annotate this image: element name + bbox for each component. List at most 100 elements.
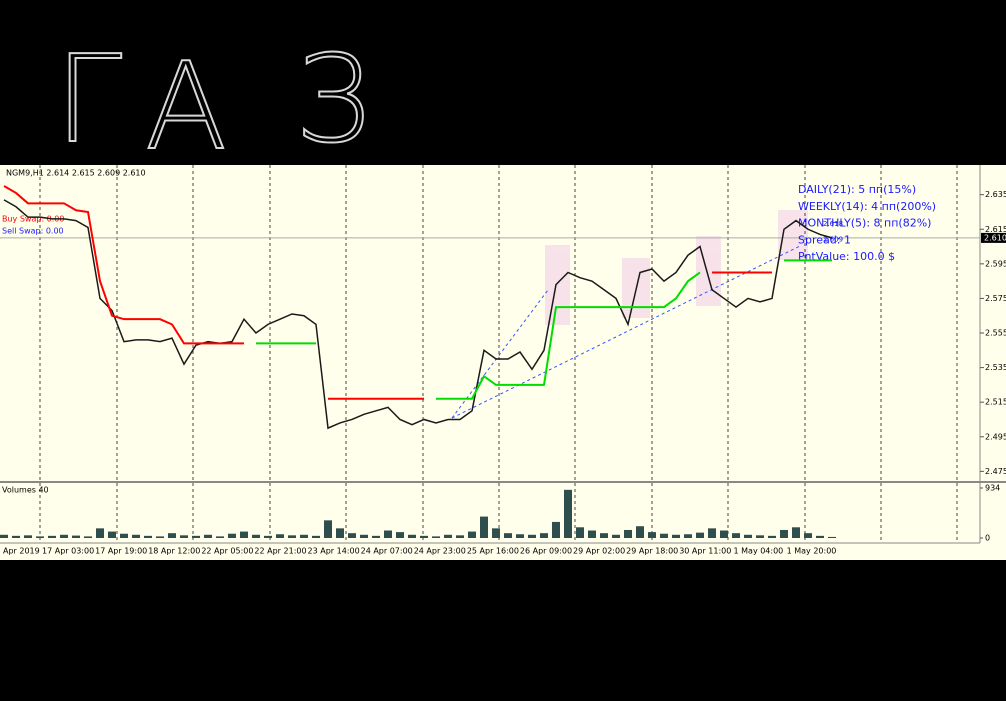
volume-bar	[420, 535, 428, 538]
volume-bar	[768, 535, 776, 538]
volume-bar	[528, 534, 536, 538]
handwriting: Г	[55, 31, 122, 170]
volume-bar	[696, 532, 704, 538]
volume-bar	[588, 530, 596, 538]
volume-tick-label: 934	[985, 484, 1000, 493]
x-tick-label: 23 Apr 14:00	[308, 547, 360, 556]
volume-bar	[180, 535, 188, 538]
volume-bar	[228, 533, 236, 538]
volume-bar	[72, 535, 80, 538]
volume-bar	[216, 536, 224, 538]
y-tick-label: 2.635	[985, 190, 1006, 199]
trend-lines	[451, 245, 801, 419]
y-tick-label: 2.495	[985, 432, 1006, 441]
y-tick-label: 2.555	[985, 329, 1006, 338]
volume-bar	[516, 534, 524, 538]
vertical-grid	[39, 165, 958, 543]
volume-bar	[552, 521, 560, 538]
handwriting: А	[145, 38, 227, 177]
volume-bar	[252, 534, 260, 538]
x-tick-label: 16 Apr 2019	[0, 547, 40, 556]
series-line	[256, 259, 832, 400]
x-tick-label: 29 Apr 02:00	[573, 547, 625, 556]
level-label: 2.618	[823, 220, 843, 228]
volume-bar	[60, 534, 68, 538]
volume-tick-label: 0	[985, 534, 990, 543]
volume-bar	[36, 536, 44, 538]
volume-bar	[120, 533, 128, 538]
buy-swap: Buy Swap: 0.00	[2, 215, 65, 224]
volume-bar	[132, 534, 140, 538]
handwriting: З	[295, 31, 371, 170]
volume-bar	[372, 535, 380, 538]
volume-bar	[660, 533, 668, 538]
volume-bar	[624, 529, 632, 538]
x-tick-label: 17 Apr 19:00	[95, 547, 147, 556]
volume-bar	[804, 533, 812, 538]
x-tick-label: 22 Apr 05:00	[201, 547, 253, 556]
volume-bar	[720, 530, 728, 538]
volume-bar	[96, 528, 104, 538]
volume-bar	[48, 535, 56, 538]
y-tick-label: 2.595	[985, 259, 1006, 268]
volume-bar	[792, 527, 800, 538]
volume-bar	[144, 535, 152, 538]
volume-bar	[192, 535, 200, 538]
volume-bar	[492, 528, 500, 538]
volume-bar	[684, 534, 692, 538]
current-price-box	[981, 232, 1006, 243]
info-line: Spread: 1	[798, 233, 851, 246]
chart-area	[0, 165, 1006, 560]
volume-bar	[480, 516, 488, 538]
series-line	[3, 185, 772, 400]
volume-bar	[756, 535, 764, 538]
volume-bar	[336, 528, 344, 538]
y-tick-label: 2.475	[985, 467, 1006, 476]
volume-bar	[504, 533, 512, 538]
volume-bar	[564, 489, 572, 538]
volume-bar	[456, 535, 464, 538]
volume-bar	[648, 532, 656, 538]
x-tick-label: 24 Apr 07:00	[361, 547, 413, 556]
x-tick-label: 26 Apr 09:00	[520, 547, 572, 556]
volume-bar	[576, 527, 584, 538]
volume-bar	[816, 535, 824, 538]
info-line: DAILY(21): 5 пп(15%)	[798, 183, 916, 196]
x-tick-label: 25 Apr 16:00	[467, 547, 519, 556]
volume-bar	[276, 534, 284, 538]
volume-bar	[300, 534, 308, 538]
current-price-label: 2.610	[984, 233, 1006, 242]
volume-bar	[168, 533, 176, 538]
volume-bar	[780, 529, 788, 538]
volume-bar	[444, 534, 452, 538]
volume-bar	[288, 535, 296, 538]
x-tick-label: 1 May 20:00	[787, 547, 837, 556]
x-tick-label: 17 Apr 03:00	[42, 547, 94, 556]
volume-title: Volumes 40	[2, 486, 49, 495]
volume-bar	[312, 535, 320, 538]
volume-bar	[264, 535, 272, 538]
sell-swap: Sell Swap: 0.00	[2, 227, 64, 236]
volume-bar	[408, 534, 416, 538]
volume-bar	[156, 536, 164, 538]
series-line	[3, 199, 833, 430]
volume-bar	[84, 536, 92, 538]
volume-bar	[732, 533, 740, 538]
volume-bar	[672, 534, 680, 538]
x-tick-label: 24 Apr 23:00	[414, 547, 466, 556]
volume-bar	[708, 528, 716, 538]
volume-bar	[324, 520, 332, 538]
volume-bar	[432, 536, 440, 538]
volume-bar	[828, 536, 836, 538]
volume-bar	[384, 530, 392, 538]
volume-bar	[600, 533, 608, 538]
info-line: MONTHLY(5): 8 пп(82%)	[798, 217, 931, 230]
volume-bar	[744, 534, 752, 538]
x-tick-label: 22 Apr 21:00	[254, 547, 306, 556]
volume-bar	[240, 531, 248, 538]
volume-bar	[396, 532, 404, 538]
x-tick-label: 1 May 04:00	[734, 547, 784, 556]
volume-bar	[540, 533, 548, 538]
x-tick-label: 18 Apr 12:00	[148, 547, 200, 556]
